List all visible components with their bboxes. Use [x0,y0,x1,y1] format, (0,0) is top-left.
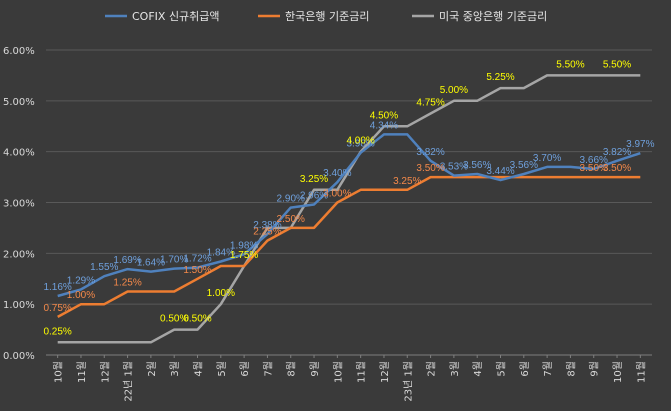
x-tick-label: 10월 [612,361,624,383]
legend-label: 한국은행 기준금리 [285,10,369,23]
x-tick-label: 8월 [565,361,577,377]
x-tick-label: 7월 [542,361,554,377]
data-label: 1.00% [207,288,235,299]
x-tick-label: 3월 [449,361,461,377]
data-label: 1.69% [113,255,141,266]
gridlines [46,49,652,356]
data-labels: 1.16%1.29% 1.55%1.69%1.64%1.70%1.72%1.84%… [43,59,654,337]
y-tick-label: 6.00% [3,46,35,57]
data-label: 0.50% [160,314,188,325]
legend: COFIX 신규취급액 한국은행 기준금리 미국 중앙은행 기준금리 [105,10,547,23]
x-tick-label: 12월 [379,361,391,383]
y-tick-label: 3.00% [3,199,35,210]
data-label: 3.00% [323,189,351,200]
x-tick-label: 2월 [426,361,438,377]
data-label: 5.50% [556,59,584,70]
data-label: 3.50% [416,163,444,174]
data-label: 3.82% [603,147,631,158]
data-label: 4.00% [346,136,374,147]
data-label: 5.50% [603,59,631,70]
x-tick-label: 8월 [286,361,298,377]
series-line-2 [57,74,641,344]
x-tick-label: 9월 [589,361,601,377]
data-label: 3.98% [346,139,374,150]
data-label: 1.64% [137,258,165,269]
x-tick-label: 4월 [472,361,484,377]
x-tick-label: 12월 [99,361,111,383]
data-label: 3.56% [463,160,491,171]
data-label: 3.56% [510,160,538,171]
x-tick-label: 11월 [635,361,647,383]
data-label: 5.00% [440,85,468,96]
data-label: 4.75% [416,98,444,109]
data-label: 1.50% [183,265,211,276]
data-label: 5.25% [486,72,514,83]
x-tick-label: 9월 [309,361,321,377]
y-tick-label: 0.00% [3,351,35,362]
data-label: 1.70% [160,255,188,266]
data-label: 2.25% [253,227,281,238]
x-tick-label: 11월 [76,361,88,383]
x-tick-label: 10월 [53,361,65,383]
x-tick-label: 5월 [496,361,508,377]
data-label: 0.25% [43,326,71,337]
x-tick-label: 6월 [519,361,531,377]
data-label: 2.50% [277,214,305,225]
data-label: 3.40% [323,168,351,179]
x-tick-label: 11월 [356,361,368,383]
y-tick-label: 1.00% [3,300,35,311]
x-tick-label: 7월 [262,361,274,377]
data-label: 1.00% [67,290,95,301]
data-label: 3.25% [300,174,328,185]
data-label: 1.72% [183,254,211,265]
data-label: 4.50% [370,110,398,121]
x-tick-label: 10월 [332,361,344,383]
y-tick-label: 5.00% [3,97,35,108]
data-label: 1.84% [207,247,235,258]
data-label: 3.50% [603,163,631,174]
data-label: 2.96% [300,191,328,202]
series-line-1 [57,175,641,318]
x-tick-label: 2월 [146,361,158,377]
y-axis: 0.00% 1.00% 2.00% 3.00% 4.00% 5.00% 6.00% [3,46,35,362]
data-label: 3.53% [440,162,468,173]
legend-label: COFIX 신규취급액 [132,10,220,23]
legend-label: 미국 중앙은행 기준금리 [439,10,547,23]
data-label: 3.82% [416,147,444,158]
x-axis: 10월 11월 12월 22년 1월 2월 3월 4월 5월 6월 7월 8월 9월 10월 11월 12월… [53,355,647,402]
data-label: 1.29% [67,275,95,286]
data-label: 3.25% [393,176,421,187]
x-tick-label: 23년 1월 [402,361,414,402]
data-label: 1.55% [90,262,118,273]
x-tick-label: 5월 [216,361,228,377]
data-label: 3.50% [580,163,608,174]
x-tick-label: 6월 [239,361,251,377]
data-label: 3.97% [626,139,654,150]
data-label: 1.25% [113,277,141,288]
x-tick-label: 22년 1월 [123,361,135,402]
data-label: 0.50% [183,314,211,325]
y-tick-label: 2.00% [3,249,35,260]
y-tick-label: 4.00% [3,148,35,159]
data-label: 4.34% [370,120,398,131]
data-label: 1.16% [43,282,71,293]
data-label: 3.66% [580,155,608,166]
x-tick-label: 3월 [169,361,181,377]
x-tick-label: 4월 [193,361,205,377]
data-label: 0.75% [43,303,71,314]
data-label: 3.70% [533,153,561,164]
data-label: 2.38% [253,220,281,231]
data-label: 3.44% [486,166,514,177]
series-lines [57,74,641,344]
data-label: 2.90% [277,194,305,205]
series-line-0 [57,133,641,298]
data-label: 1.98% [230,240,258,251]
data-label: 1.75% [230,250,258,261]
